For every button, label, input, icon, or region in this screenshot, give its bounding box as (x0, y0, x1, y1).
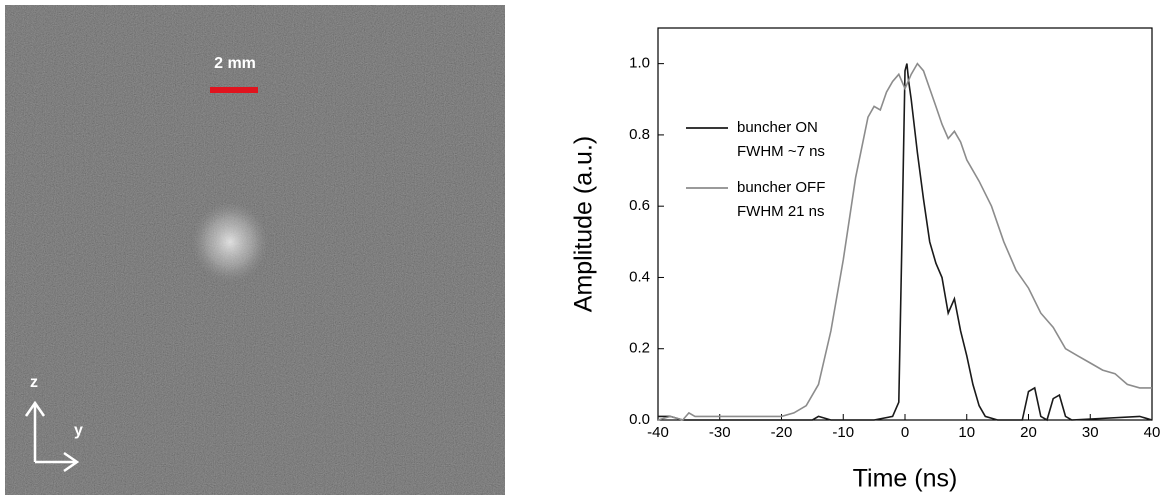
y-tick-label: 0.4 (629, 268, 650, 285)
y-tick-label: 0.6 (629, 197, 650, 214)
x-tick-label: 40 (1144, 424, 1161, 441)
y-tick-label: 0.2 (629, 340, 650, 357)
x-tick-label: 20 (1020, 424, 1037, 441)
series-line (658, 63, 1153, 422)
legend-label: buncher ON (737, 119, 818, 136)
series-line (657, 62, 1152, 421)
y-axis-label: Amplitude (a.u.) (570, 136, 598, 312)
x-tick-label: 0 (901, 424, 909, 441)
x-tick-label: 30 (1082, 424, 1099, 441)
x-axis-label: Time (ns) (853, 465, 958, 493)
x-tick-label: -10 (832, 424, 854, 441)
axis-label-z: z (30, 374, 38, 391)
y-tick-label: 1.0 (629, 55, 650, 72)
y-tick-label: 0.0 (629, 411, 650, 428)
x-tick-label: -20 (771, 424, 793, 441)
legend-fwhm: FWHM 21 ns (737, 203, 825, 220)
scale-label: 2 mm (214, 55, 256, 72)
scale-bar (210, 87, 258, 93)
legend-fwhm: FWHM ~7 ns (737, 143, 825, 160)
image-panel: 2 mm z y (5, 5, 505, 495)
beam-spot (192, 202, 268, 282)
y-tick-label: 0.8 (629, 126, 650, 143)
x-tick-label: -40 (647, 424, 669, 441)
x-tick-label: 10 (958, 424, 975, 441)
legend-label: buncher OFF (737, 179, 825, 196)
axis-label-y: y (74, 422, 83, 439)
axis-arrows (24, 400, 80, 473)
x-tick-label: -30 (709, 424, 731, 441)
